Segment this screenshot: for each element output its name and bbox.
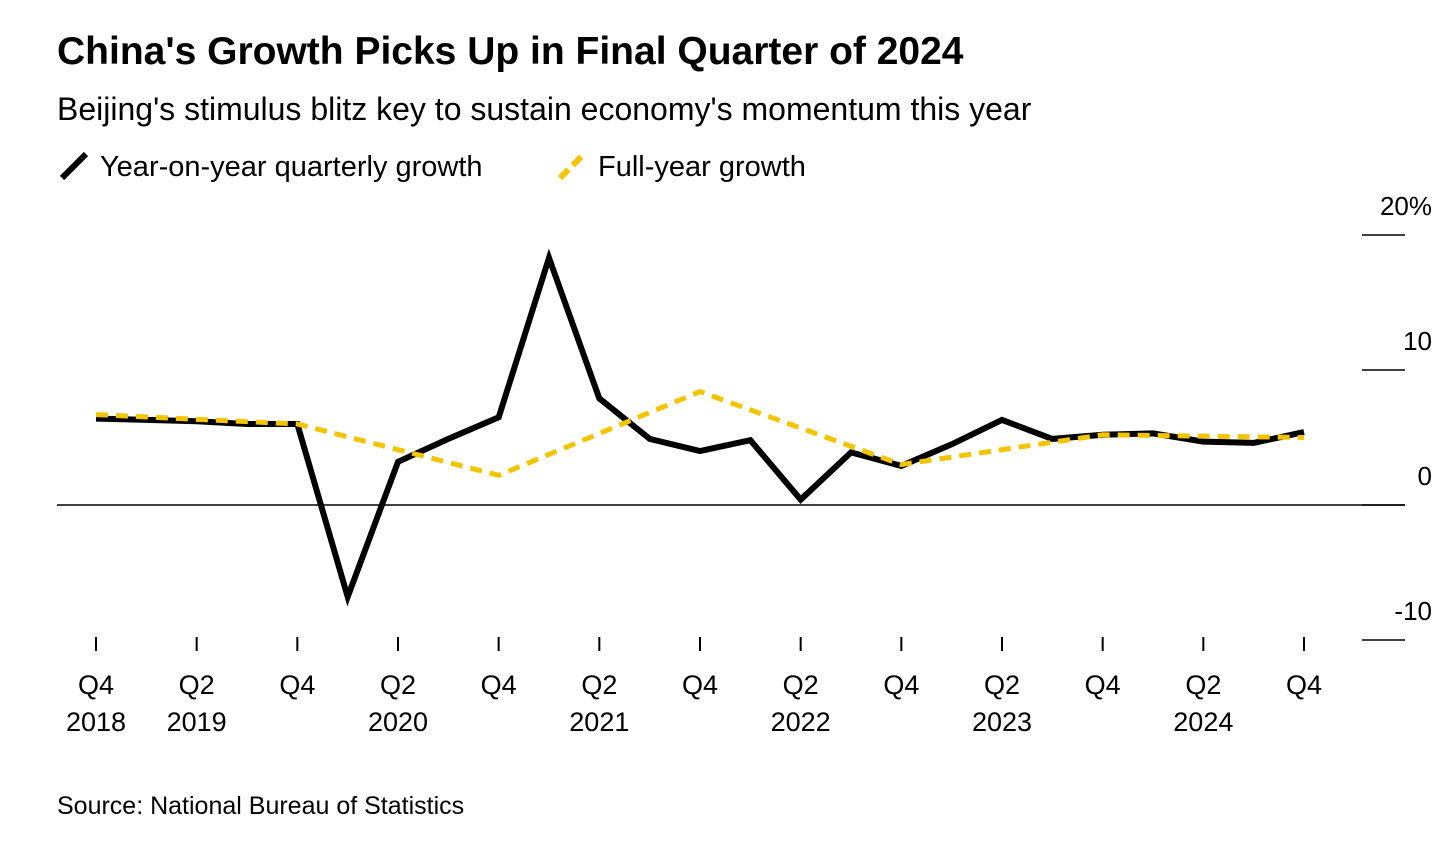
x-tick-label: Q4 xyxy=(883,670,919,700)
series-line xyxy=(95,388,1305,478)
legend: Year-on-year quarterly growth Full-year g… xyxy=(59,151,806,183)
y-tick-label: -10 xyxy=(1394,596,1432,626)
x-tick-year: 2020 xyxy=(368,707,428,737)
y-tick-label: 0 xyxy=(1418,461,1432,491)
x-tick-label: Q4 xyxy=(1085,670,1121,700)
legend-swatch xyxy=(59,151,89,181)
chart-title: China's Growth Picks Up in Final Quarter… xyxy=(57,30,964,73)
x-tick-year: 2018 xyxy=(66,707,126,737)
x-tick-label: Q4 xyxy=(481,670,517,700)
x-tick-year: 2019 xyxy=(167,707,227,737)
series-line xyxy=(95,248,1305,607)
x-tick-label: Q2 xyxy=(380,670,416,700)
chart-subtitle: Beijing's stimulus blitz key to sustain … xyxy=(57,91,1032,127)
y-tick-label: 20% xyxy=(1380,191,1432,221)
x-tick-label: Q2 xyxy=(179,670,215,700)
x-tick-label: Q2 xyxy=(984,670,1020,700)
x-tick-label: Q2 xyxy=(783,670,819,700)
x-tick-label: Q2 xyxy=(581,670,617,700)
legend-label: Year-on-year quarterly growth xyxy=(100,151,483,183)
x-tick-year: 2023 xyxy=(972,707,1032,737)
x-tick-label: Q4 xyxy=(682,670,718,700)
y-tick-label: 10 xyxy=(1403,326,1432,356)
x-tick-year: 2021 xyxy=(569,707,629,737)
x-tick-label: Q4 xyxy=(78,670,114,700)
x-tick-year: 2024 xyxy=(1173,707,1233,737)
legend-swatch xyxy=(557,151,587,181)
x-tick-year: 2022 xyxy=(771,707,831,737)
x-tick-label: Q2 xyxy=(1185,670,1221,700)
x-tick-label: Q4 xyxy=(279,670,315,700)
source: Source: National Bureau of Statistics xyxy=(57,792,464,820)
x-tick-label: Q4 xyxy=(1286,670,1322,700)
legend-label: Full-year growth xyxy=(598,151,806,183)
